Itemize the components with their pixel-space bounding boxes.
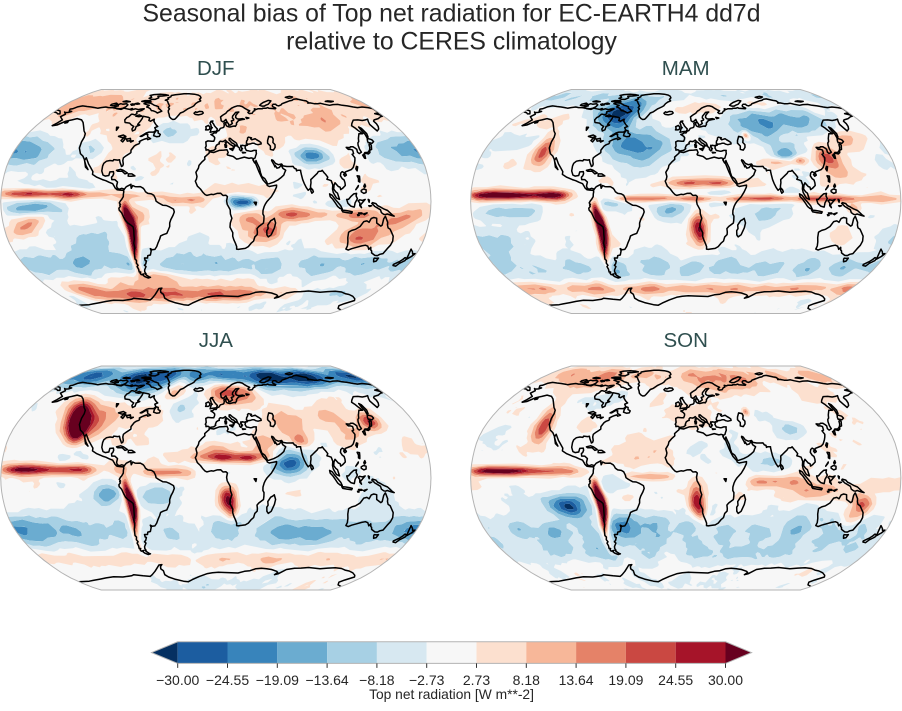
svg-text:−8.18: −8.18 (359, 672, 395, 688)
svg-text:−2.73: −2.73 (409, 672, 445, 688)
svg-text:−19.09: −19.09 (256, 672, 299, 688)
svg-text:MAM: MAM (662, 57, 710, 80)
svg-text:2.73: 2.73 (463, 672, 490, 688)
svg-text:24.55: 24.55 (658, 672, 693, 688)
svg-text:Top net radiation [W m**-2]: Top net radiation [W m**-2] (369, 687, 534, 702)
svg-text:SON: SON (663, 329, 707, 352)
svg-text:JJA: JJA (199, 329, 234, 352)
svg-text:−13.64: −13.64 (305, 672, 348, 688)
svg-text:30.00: 30.00 (708, 672, 743, 688)
svg-text:relative to CERES climatology: relative to CERES climatology (286, 29, 617, 56)
svg-text:−30.00: −30.00 (156, 672, 199, 688)
svg-text:−24.55: −24.55 (206, 672, 249, 688)
svg-text:13.64: 13.64 (559, 672, 594, 688)
svg-text:DJF: DJF (197, 57, 235, 80)
svg-text:19.09: 19.09 (608, 672, 643, 688)
svg-text:Seasonal bias of Top net radia: Seasonal bias of Top net radiation for E… (143, 1, 761, 28)
svg-text:8.18: 8.18 (513, 672, 540, 688)
